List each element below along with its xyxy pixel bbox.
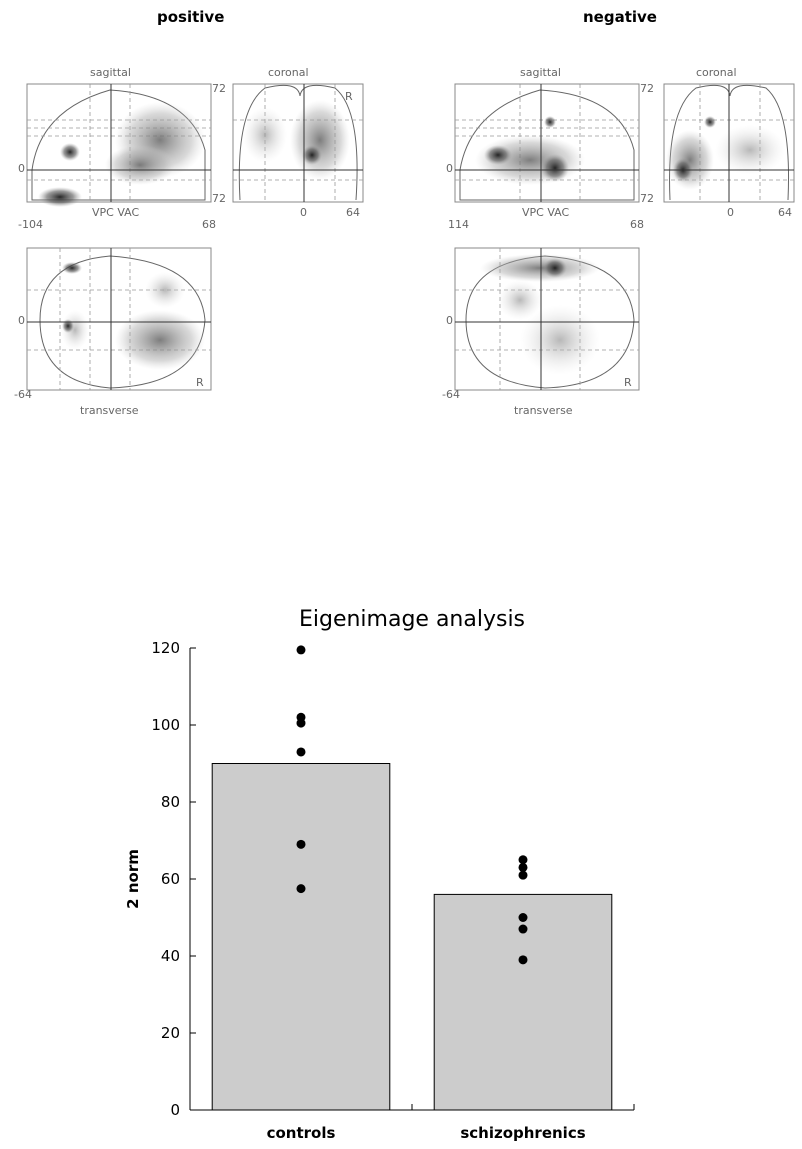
positive-sagittal-tick-vac: VPC VAC [92, 206, 139, 219]
positive-transverse-panel: 0 -64 R transverse [14, 247, 212, 417]
positive-coronal-tick-bottom: 72 [212, 192, 226, 205]
data-point-controls [296, 645, 306, 655]
data-point-schizophrenics [518, 913, 528, 922]
y-tick-label: 20 [161, 1024, 180, 1042]
negative-coronal-tick-bottom: 72 [640, 192, 654, 205]
data-point-schizophrenics [518, 855, 528, 865]
x-tick-label-controls: controls [267, 1124, 336, 1142]
negative-transverse-label: transverse [514, 404, 573, 417]
data-point-schizophrenics [518, 924, 528, 934]
positive-transverse-r-marker: R [196, 376, 204, 389]
positive-sagittal-tick-min: -104 [18, 218, 43, 231]
data-point-schizophrenics [518, 870, 528, 880]
y-axis-label: 2 norm [124, 849, 142, 909]
chart-title: Eigenimage analysis [299, 607, 525, 632]
negative-coronal-tick-zero: 0 [727, 206, 734, 219]
data-point-controls [296, 747, 306, 757]
y-tick-label: 60 [161, 870, 180, 888]
y-tick-label: 80 [161, 793, 180, 811]
negative-sagittal-tick-zero: 0 [446, 162, 453, 175]
negative-coronal-label: coronal [696, 66, 737, 79]
negative-sagittal-tick-max: 68 [630, 218, 644, 231]
y-tick-label: 100 [151, 716, 180, 734]
y-tick-label: 0 [170, 1101, 180, 1119]
x-tick-label-schizophrenics: schizophrenics [460, 1124, 585, 1142]
data-point-controls [296, 884, 306, 894]
positive-coronal-tick-top: 72 [212, 82, 226, 95]
positive-coronal-panel: coronal R 72 72 0 64 [212, 66, 364, 219]
data-point-controls [296, 839, 306, 849]
y-tick-label: 40 [161, 947, 180, 965]
negative-sagittal-tick-vac: VPC VAC [522, 206, 569, 219]
bar-controls [211, 763, 391, 1111]
negative-transverse-panel: 0 -64 R transverse [442, 247, 640, 417]
positive-sagittal-tick-max: 68 [202, 218, 216, 231]
chart-plot-area: 0 20 40 60 80 100 120 2 norm controls schizophren… [124, 639, 635, 1142]
negative-coronal-tick-max: 64 [778, 206, 792, 219]
negative-coronal-panel: coronal 72 72 0 64 [640, 66, 795, 219]
negative-title: negative [583, 8, 657, 26]
data-point-controls [296, 718, 306, 728]
positive-transverse-tick-min: -64 [14, 388, 32, 401]
positive-coronal-tick-zero: 0 [300, 206, 307, 219]
positive-sagittal-panel: sagittal 0 -104 VPC VAC 68 [18, 66, 216, 231]
y-tick-label: 120 [151, 639, 180, 657]
negative-sagittal-panel: sagittal 0 114 VPC VAC 68 [446, 66, 644, 231]
positive-coronal-tick-max: 64 [346, 206, 360, 219]
negative-transverse-r-marker: R [624, 376, 632, 389]
positive-title: positive [157, 8, 225, 26]
negative-sagittal-label: sagittal [520, 66, 561, 79]
positive-sagittal-tick-zero: 0 [18, 162, 25, 175]
positive-sagittal-label: sagittal [90, 66, 131, 79]
data-point-schizophrenics [518, 862, 528, 872]
positive-transverse-label: transverse [80, 404, 139, 417]
negative-coronal-tick-top: 72 [640, 82, 654, 95]
negative-sagittal-tick-min: 114 [448, 218, 469, 231]
data-point-schizophrenics [518, 955, 528, 965]
glass-brain-figure: sagittal 0 -104 VPC VAC 68 coronal R 72 … [14, 66, 795, 417]
eigenimage-bar-chart: Eigenimage analysis 0 20 40 60 80 100 120 2 nor… [124, 607, 635, 1142]
positive-coronal-label: coronal [268, 66, 309, 79]
negative-transverse-tick-zero: 0 [446, 314, 453, 327]
negative-transverse-tick-min: -64 [442, 388, 460, 401]
positive-coronal-r-marker: R [345, 90, 353, 103]
positive-transverse-tick-zero: 0 [18, 314, 25, 327]
